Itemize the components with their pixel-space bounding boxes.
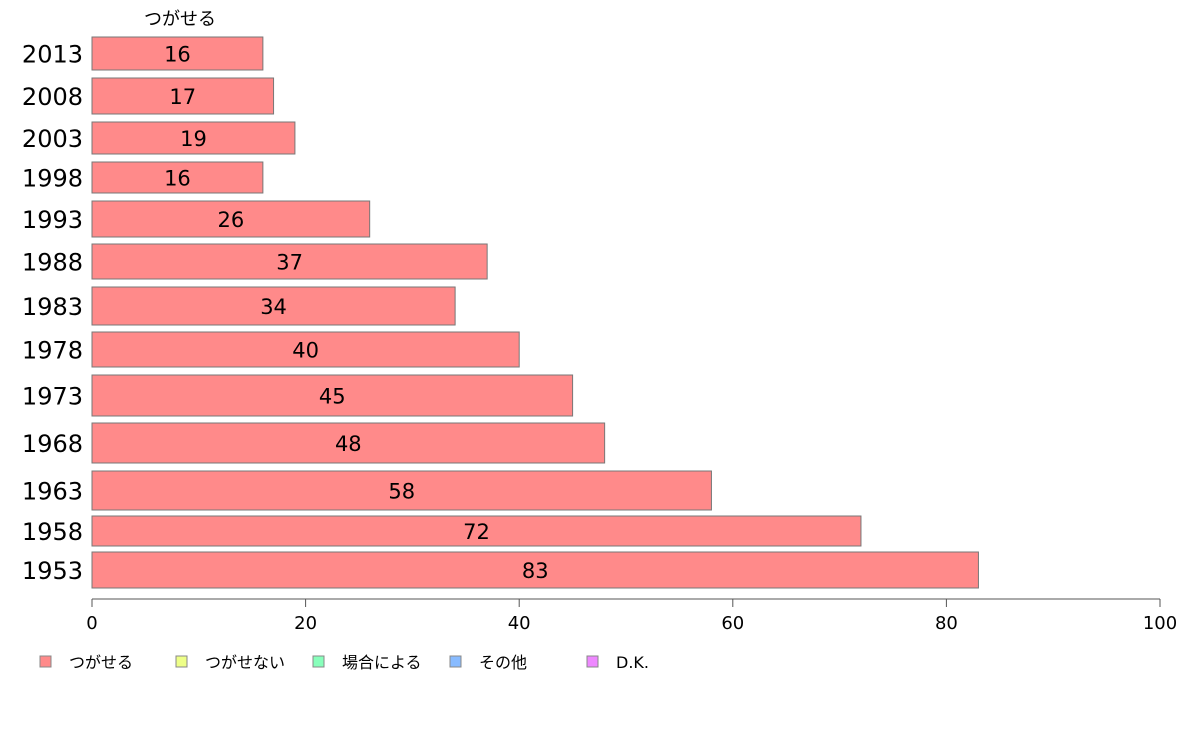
year-label: 2013 xyxy=(22,41,83,69)
bar-value-label: 40 xyxy=(292,339,319,363)
legend-swatch xyxy=(39,655,52,668)
x-tick-label: 0 xyxy=(86,613,97,634)
x-axis: 0 20 40 60 80 100 xyxy=(86,598,1177,634)
x-tick-label: 60 xyxy=(721,613,744,634)
year-label: 1963 xyxy=(22,478,83,506)
x-tick-label: 20 xyxy=(294,613,317,634)
bar-value-label: 45 xyxy=(319,385,346,409)
bar xyxy=(91,551,979,589)
bar-value-label: 58 xyxy=(388,480,415,504)
legend-label: その他 xyxy=(479,653,527,672)
legend: つがせる つがせない 場合による その他 D.K. xyxy=(39,653,649,672)
year-label: 1953 xyxy=(22,557,83,585)
bar-value-label: 17 xyxy=(169,85,196,109)
legend-swatch xyxy=(586,655,599,668)
bar xyxy=(91,470,712,511)
bar-value-label: 34 xyxy=(260,295,287,319)
bar xyxy=(91,121,296,155)
year-label: 1968 xyxy=(22,430,83,458)
bar xyxy=(91,200,371,238)
year-label: 1998 xyxy=(22,165,83,193)
x-tick-label: 100 xyxy=(1143,613,1177,634)
year-label: 2008 xyxy=(22,83,83,111)
x-tick-label: 80 xyxy=(935,613,958,634)
legend-swatch xyxy=(312,655,325,668)
legend-label: D.K. xyxy=(616,653,649,672)
legend-label: つがせる xyxy=(69,653,133,672)
year-label: 1958 xyxy=(22,518,83,546)
bar xyxy=(91,331,520,368)
bar-value-label: 83 xyxy=(522,559,549,583)
year-label: 2003 xyxy=(22,125,83,153)
bar xyxy=(91,515,862,547)
bar xyxy=(91,77,275,115)
bar-value-label: 19 xyxy=(180,127,207,151)
x-tick-label: 40 xyxy=(508,613,531,634)
year-label: 1993 xyxy=(22,206,83,234)
year-label: 1973 xyxy=(22,383,83,411)
year-label: 1978 xyxy=(22,337,83,365)
bar xyxy=(91,422,606,464)
bars-layer: 2013 16 2008 17 2003 19 1998 16 1993 26 1988 37 1983… xyxy=(22,36,979,589)
series-header: つがせる xyxy=(144,9,216,30)
legend-label: 場合による xyxy=(342,653,422,672)
bar-value-label: 72 xyxy=(463,520,490,544)
legend-swatch xyxy=(175,655,188,668)
bar xyxy=(91,161,264,194)
year-label: 1988 xyxy=(22,249,83,277)
bar-value-label: 26 xyxy=(217,208,244,232)
bar-value-label: 16 xyxy=(164,167,191,191)
bar-value-label: 37 xyxy=(276,251,303,275)
legend-label: つがせない xyxy=(205,653,285,672)
bar xyxy=(91,243,488,280)
legend-swatch xyxy=(449,655,462,668)
bar xyxy=(91,374,574,417)
bar xyxy=(91,36,264,71)
bar xyxy=(91,286,456,326)
bar-value-label: 48 xyxy=(335,432,362,456)
year-label: 1983 xyxy=(22,293,83,321)
bar-value-label: 16 xyxy=(164,43,191,67)
